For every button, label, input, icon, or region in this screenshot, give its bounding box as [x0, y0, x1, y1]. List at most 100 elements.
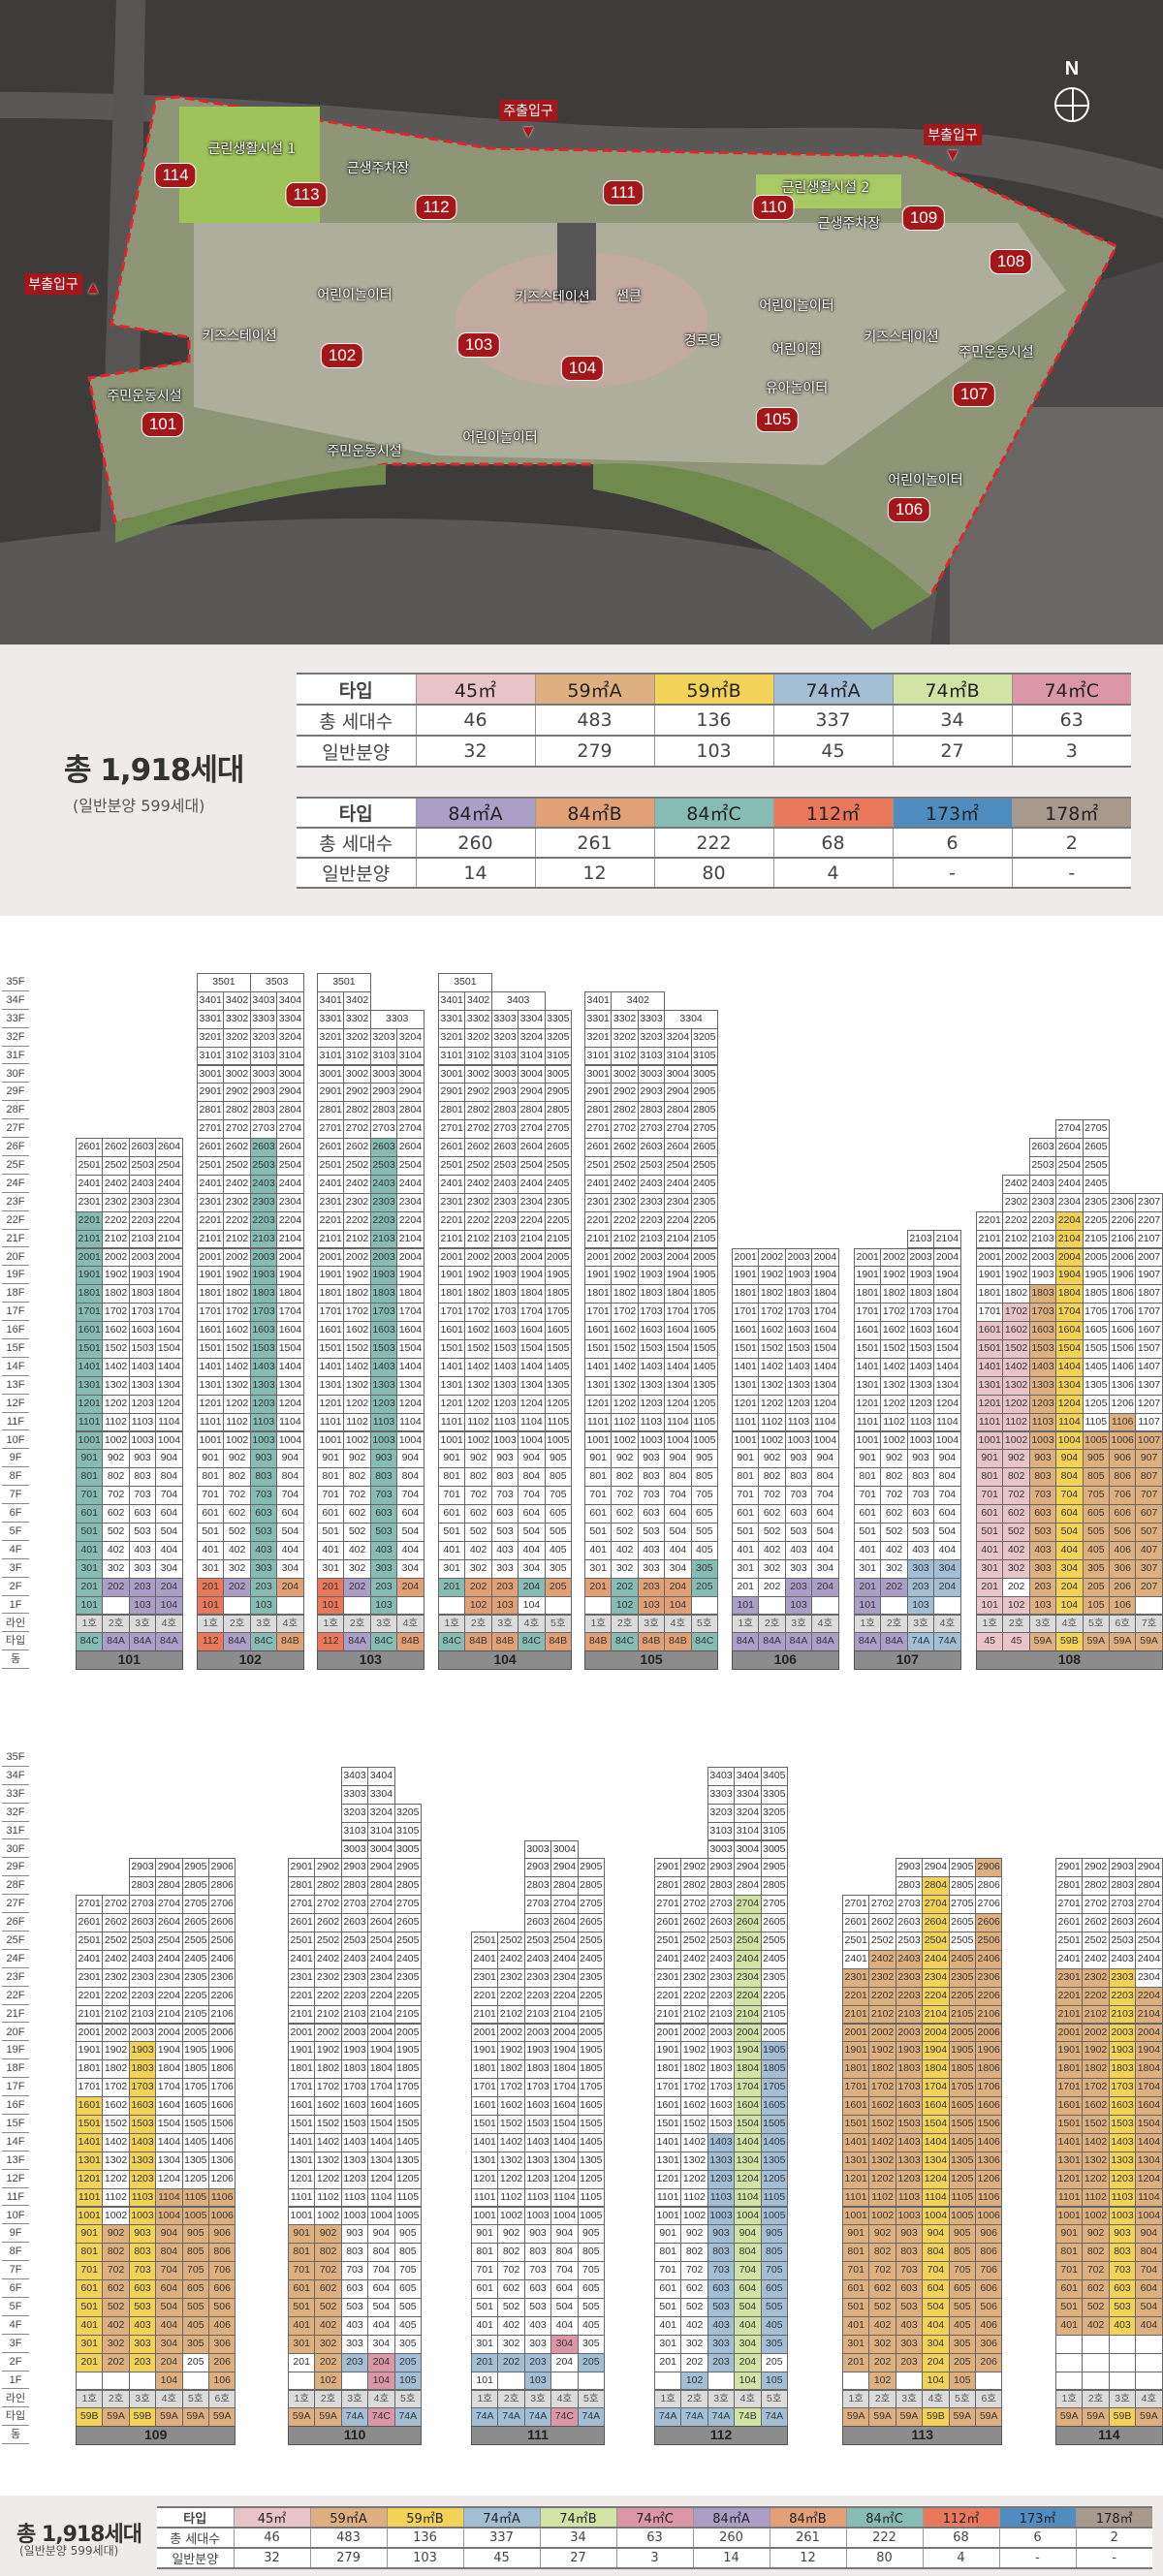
unit-cell: 1402 — [758, 1357, 786, 1377]
unit-cell: 2903 — [369, 1083, 398, 1103]
unit-cell: 2501 — [842, 1932, 870, 1951]
unit-cell: 1101 — [76, 1412, 104, 1432]
unit-cell: 1701 — [438, 1303, 466, 1323]
unit-cell: 102 — [314, 2371, 342, 2391]
line-label: 1호 — [288, 2389, 316, 2409]
unit-cell: 2701 — [584, 1119, 613, 1140]
unit-cell: 2601 — [197, 1138, 225, 1157]
unit-cell: 2403 — [369, 1174, 398, 1194]
type-value-173: - — [999, 2548, 1077, 2569]
dong-badge-110[interactable]: 110 — [752, 195, 795, 220]
line-type-label: 59A — [1135, 2407, 1163, 2428]
unit-cell: 2503 — [340, 1932, 369, 1951]
unit-cell: 405 — [181, 2315, 209, 2336]
unit-cell: 2401 — [288, 1949, 316, 1969]
unit-cell: 1502 — [343, 1339, 371, 1359]
line-label: 3호 — [707, 2389, 736, 2409]
unit-cell: 202 — [102, 2352, 130, 2372]
dong-badge-112[interactable]: 112 — [415, 195, 457, 220]
dong-badge-108[interactable]: 108 — [989, 249, 1033, 274]
row-label: 총 세대수 — [297, 828, 417, 859]
dong-badge-102[interactable]: 102 — [320, 343, 364, 368]
unit-cell: 2805 — [577, 1876, 605, 1897]
type-header-45: 45㎡ — [416, 673, 536, 706]
unit-cell: 1403 — [369, 1357, 398, 1377]
unit-cell: 701 — [584, 1486, 613, 1506]
dong-badge-113[interactable]: 113 — [285, 182, 328, 207]
unit-cell: 2307 — [1135, 1192, 1163, 1212]
unit-cell: 1603 — [707, 2096, 736, 2116]
dong-badge-107[interactable]: 107 — [952, 382, 996, 407]
unit-cell: 1801 — [288, 2059, 316, 2080]
unavailable-unit-cross-icon — [1108, 2334, 1137, 2354]
unit-cell: 2304 — [1135, 1967, 1163, 1988]
unit-cell: 2605 — [577, 1913, 605, 1932]
unit-cell: 1505 — [760, 2115, 788, 2134]
unit-cell: 401 — [1055, 2315, 1084, 2336]
unit-cell: 1801 — [654, 2059, 682, 2080]
unit-cell: 601 — [732, 1504, 760, 1524]
line-label: 3호 — [249, 1614, 278, 1634]
unit-cell: 303 — [128, 1558, 157, 1579]
unit-cell: 302 — [223, 1558, 251, 1579]
unit-cell: 1204 — [155, 2169, 183, 2189]
unit-cell: 1904 — [367, 2041, 395, 2061]
unit-cell: 103 — [523, 2371, 552, 2391]
unit-cell: 1504 — [811, 1339, 839, 1359]
unit-cell: 2803 — [340, 1876, 369, 1897]
unit-cell: 1606 — [208, 2096, 236, 2116]
unit-cell: 604 — [933, 1504, 961, 1524]
unit-cell: 801 — [1055, 2243, 1084, 2263]
dong-badge-106[interactable]: 106 — [887, 497, 931, 522]
dong-badge-111[interactable]: 111 — [603, 180, 644, 205]
line-type-label: 84B — [396, 1632, 424, 1652]
unit-cell: 1001 — [584, 1430, 613, 1451]
unit-cell: 504 — [367, 2298, 395, 2317]
unit-cell: 103 — [249, 1595, 278, 1616]
unit-cell: 1402 — [868, 2132, 896, 2152]
unit-cell: 1303 — [490, 1375, 519, 1396]
unit-cell: 3205 — [760, 1803, 788, 1823]
unit-cell: 604 — [155, 2279, 183, 2299]
unit-cell: 2905 — [577, 1858, 605, 1878]
unit-cell: 2306 — [1109, 1192, 1137, 1212]
line-label: 1호 — [1055, 2389, 1084, 2409]
unit-cell: 1005 — [577, 2206, 605, 2226]
unit-cell: 1201 — [76, 2169, 104, 2189]
unit-cell: 2005 — [948, 2023, 976, 2043]
unit-cell: 1501 — [317, 1339, 345, 1359]
unit-cell: 2001 — [76, 1247, 104, 1268]
unit-cell: 2501 — [288, 1932, 316, 1951]
unit-cell: 2201 — [76, 1986, 104, 2006]
line-label: 5호 — [690, 1614, 718, 1634]
unit-cell: 1102 — [102, 1412, 130, 1432]
unit-cell: 302 — [102, 2334, 130, 2354]
type-value-84B: 261 — [535, 828, 655, 859]
dong-badge-104[interactable]: 104 — [560, 356, 605, 381]
unit-cell: 2105 — [948, 2004, 976, 2025]
facility-label: 근생주차장 — [817, 216, 881, 232]
unit-cell: 1403 — [340, 2132, 369, 2152]
unit-cell: 601 — [438, 1504, 466, 1524]
unit-cell: 503 — [707, 2298, 736, 2317]
unit-cell: 1103 — [1108, 2187, 1137, 2208]
unit-cell: 1805 — [577, 2059, 605, 2080]
dong-badge-103[interactable]: 103 — [456, 332, 501, 358]
dong-badge-109[interactable]: 109 — [901, 205, 946, 231]
type-header-178: 178㎡ — [1076, 2506, 1152, 2529]
dong-badge-114[interactable]: 114 — [154, 163, 197, 188]
unit-cell: 604 — [664, 1504, 692, 1524]
unit-cell: 2603 — [895, 1913, 924, 1932]
unit-cell: 303 — [369, 1558, 398, 1579]
unit-cell: 502 — [680, 2298, 708, 2317]
unit-cell: 2902 — [343, 1083, 371, 1103]
unit-cell: 504 — [396, 1523, 424, 1542]
unit-cell: 905 — [544, 1449, 572, 1469]
unit-cell: 1305 — [577, 2151, 605, 2171]
unit-cell: 803 — [1108, 2243, 1137, 2263]
unit-cell: 203 — [369, 1577, 398, 1597]
unit-cell: 203 — [637, 1577, 666, 1597]
unit-cell: 2803 — [369, 1101, 398, 1121]
dong-badge-101[interactable]: 101 — [141, 412, 185, 437]
dong-badge-105[interactable]: 105 — [755, 407, 800, 432]
